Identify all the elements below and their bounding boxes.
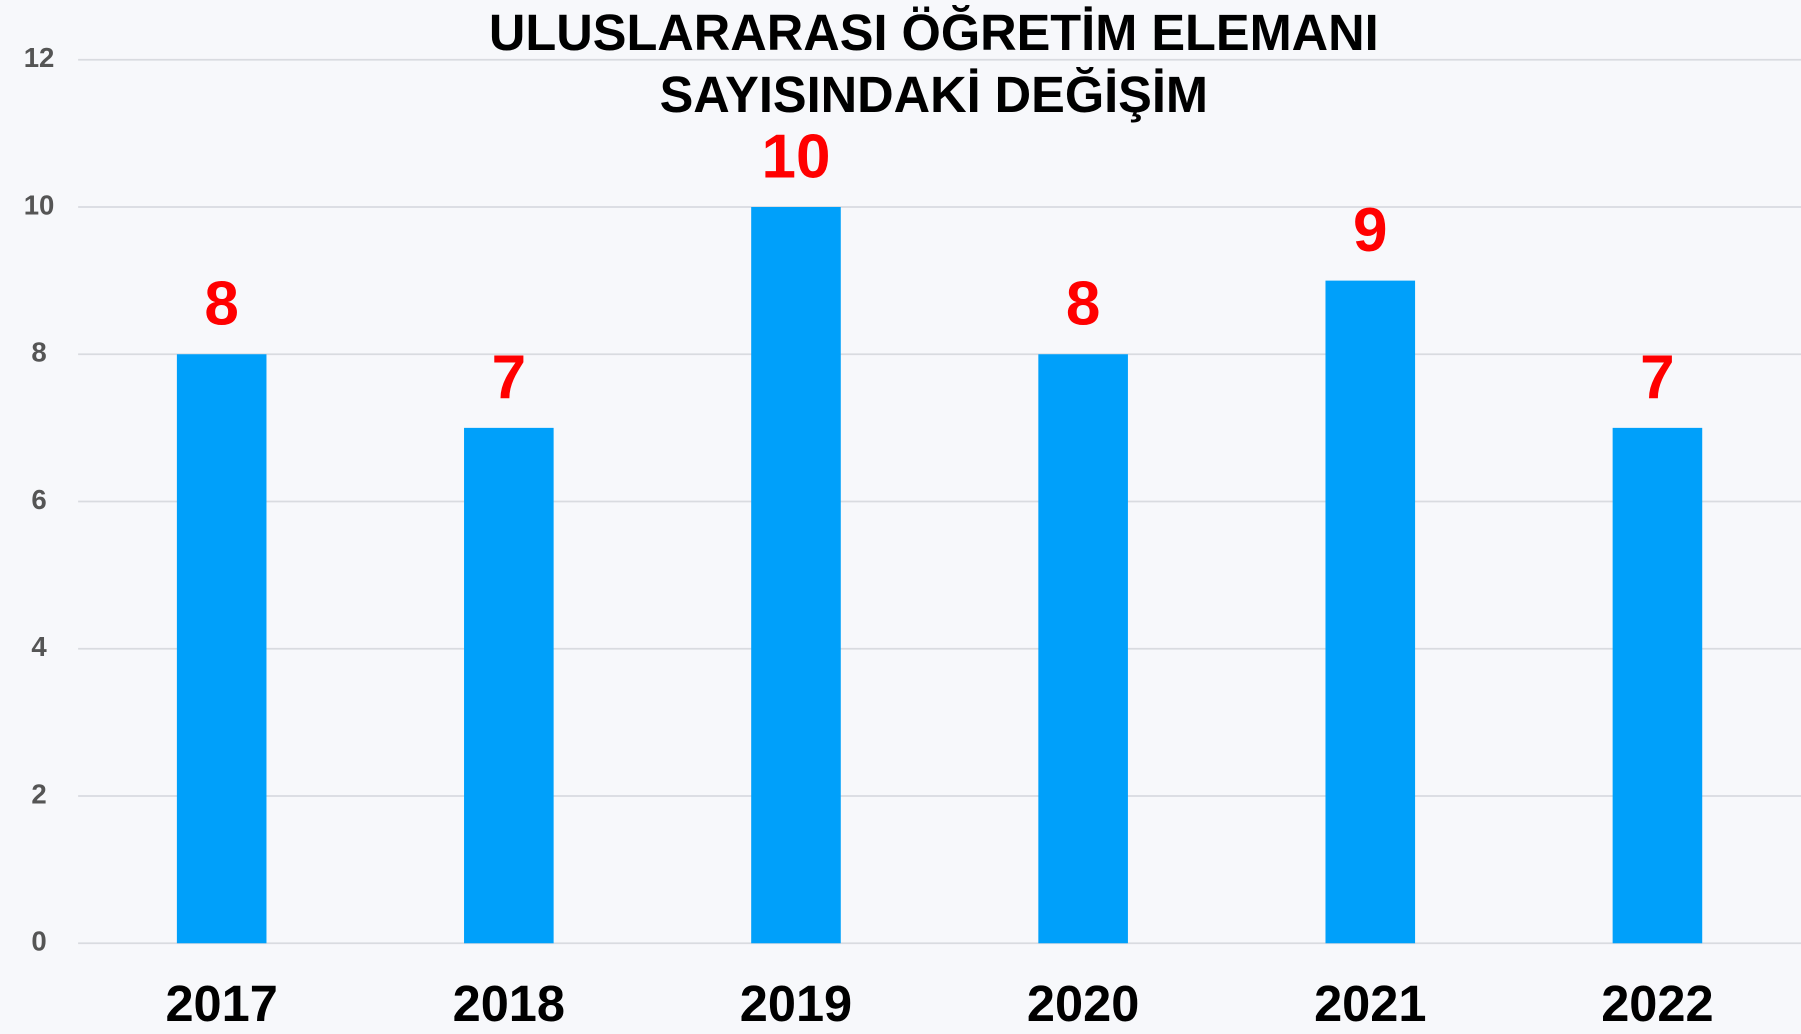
x-tick-label: 2021 bbox=[1314, 975, 1426, 1032]
y-tick-label: 12 bbox=[24, 42, 55, 73]
y-tick-label: 0 bbox=[31, 926, 46, 957]
value-label: 10 bbox=[761, 122, 830, 191]
bar bbox=[464, 427, 554, 944]
bar bbox=[1325, 280, 1416, 944]
y-tick-label: 4 bbox=[31, 631, 47, 662]
value-label: 7 bbox=[1640, 343, 1674, 412]
x-tick-label: 2022 bbox=[1601, 975, 1713, 1032]
bar bbox=[1612, 427, 1703, 944]
chart-title: SAYISINDAKİ DEĞİŞİM bbox=[660, 66, 1208, 123]
value-label: 8 bbox=[1066, 270, 1100, 339]
x-tick-label: 2017 bbox=[165, 975, 277, 1032]
x-tick-label: 2018 bbox=[453, 975, 565, 1032]
value-label: 9 bbox=[1353, 196, 1387, 265]
y-tick-label: 8 bbox=[31, 337, 46, 368]
x-tick-label: 2020 bbox=[1027, 975, 1139, 1032]
y-tick-label: 6 bbox=[31, 484, 46, 515]
y-tick-label: 10 bbox=[24, 189, 55, 220]
bar bbox=[751, 206, 841, 944]
plot: ULUSLARARASI ÖĞRETİM ELEMANI SAYISINDAKİ… bbox=[24, 4, 1801, 1032]
bar bbox=[176, 354, 267, 944]
chart-title: ULUSLARARASI ÖĞRETİM ELEMANI bbox=[489, 4, 1379, 61]
y-tick-label: 2 bbox=[31, 778, 46, 809]
value-label: 8 bbox=[204, 270, 238, 339]
value-label: 7 bbox=[492, 343, 526, 412]
x-tick-label: 2019 bbox=[740, 975, 852, 1032]
bar bbox=[1038, 354, 1128, 944]
